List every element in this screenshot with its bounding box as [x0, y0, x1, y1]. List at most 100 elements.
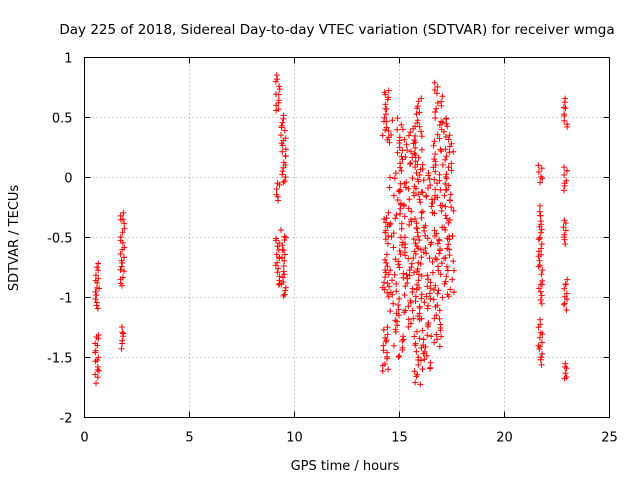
data-point	[535, 162, 542, 169]
data-point	[561, 300, 568, 307]
data-point	[379, 362, 386, 369]
data-point	[386, 283, 393, 290]
data-point	[442, 187, 449, 194]
data-point	[276, 83, 283, 90]
data-point	[436, 122, 443, 129]
data-point	[446, 236, 453, 243]
data-point	[390, 244, 397, 251]
data-point	[120, 254, 127, 261]
data-point	[560, 187, 567, 194]
data-point	[405, 323, 412, 330]
data-point	[412, 298, 419, 305]
y-tick-label: -2	[60, 412, 73, 427]
data-point	[407, 148, 414, 155]
data-point	[275, 281, 282, 288]
data-point	[414, 268, 421, 275]
data-point	[419, 166, 426, 173]
data-point	[383, 337, 390, 344]
data-point	[401, 136, 408, 143]
data-point	[394, 322, 401, 329]
data-point	[437, 327, 444, 334]
data-point	[448, 204, 455, 211]
data-point	[443, 273, 450, 280]
data-point	[439, 161, 446, 168]
data-point	[431, 79, 438, 86]
data-point	[279, 142, 286, 149]
data-point	[117, 266, 124, 273]
data-point	[404, 279, 411, 286]
data-point	[386, 184, 393, 191]
data-point	[432, 168, 439, 175]
data-point	[384, 324, 391, 331]
data-point	[405, 205, 412, 212]
data-point	[560, 301, 567, 308]
data-point	[446, 246, 453, 253]
x-axis-label: GPS time / hours	[291, 459, 400, 474]
data-point	[280, 268, 287, 275]
x-tick-label: 0	[80, 431, 88, 446]
data-point	[280, 292, 287, 299]
data-point	[92, 349, 99, 356]
data-point	[275, 265, 282, 272]
data-point	[416, 335, 423, 342]
data-point	[383, 259, 390, 266]
data-point	[538, 271, 545, 278]
data-point	[281, 251, 288, 258]
data-point	[434, 90, 441, 97]
data-point	[282, 284, 289, 291]
data-point	[417, 246, 424, 253]
data-point	[395, 312, 402, 319]
data-point	[95, 354, 102, 361]
data-point	[442, 133, 449, 140]
data-point	[412, 215, 419, 222]
data-point	[273, 185, 280, 192]
data-point	[431, 86, 438, 93]
data-point	[431, 138, 438, 145]
data-point	[398, 167, 405, 174]
data-point	[450, 148, 457, 155]
data-point	[443, 153, 450, 160]
data-point	[538, 251, 545, 258]
data-point	[432, 282, 439, 289]
data-point	[537, 288, 544, 295]
data-point	[402, 252, 409, 259]
data-point	[425, 323, 432, 330]
data-point	[437, 186, 444, 193]
data-point	[280, 164, 287, 171]
data-point	[562, 105, 569, 112]
y-tick-label: -0.5	[47, 232, 72, 247]
data-point	[538, 339, 545, 346]
data-point	[535, 324, 542, 331]
data-point	[413, 348, 420, 355]
data-point	[420, 350, 427, 357]
data-points	[92, 72, 571, 388]
data-point	[382, 219, 389, 226]
data-point	[387, 267, 394, 274]
data-point	[385, 127, 392, 134]
data-point	[386, 139, 393, 146]
data-point	[431, 339, 438, 346]
data-point	[431, 232, 438, 239]
data-point	[401, 234, 408, 241]
data-point	[537, 173, 544, 180]
data-point	[408, 260, 415, 267]
data-point	[276, 255, 283, 262]
data-point	[401, 309, 408, 316]
data-point	[434, 240, 441, 247]
data-point	[385, 209, 392, 216]
data-point	[423, 352, 430, 359]
data-point	[418, 214, 425, 221]
data-point	[447, 197, 454, 204]
data-point	[535, 342, 542, 349]
data-point	[393, 211, 400, 218]
data-point	[380, 326, 387, 333]
data-point	[418, 128, 425, 135]
data-point	[379, 368, 386, 375]
data-point	[400, 274, 407, 281]
data-point	[412, 342, 419, 349]
x-tick-label: 20	[496, 431, 513, 446]
data-point	[416, 172, 423, 179]
data-point	[430, 296, 437, 303]
data-point	[448, 160, 455, 167]
